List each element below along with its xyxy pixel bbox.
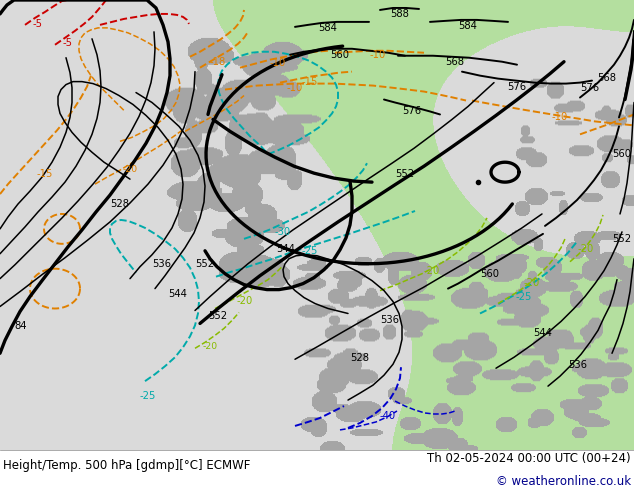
Text: 568: 568 — [446, 57, 465, 67]
Text: 84: 84 — [14, 321, 27, 331]
Text: -15: -15 — [302, 76, 318, 87]
Text: -5: -5 — [33, 19, 43, 29]
Text: 544: 544 — [169, 289, 188, 298]
Text: -10: -10 — [370, 49, 386, 60]
Text: 584: 584 — [318, 23, 337, 33]
Text: 576: 576 — [581, 83, 600, 93]
Text: 576: 576 — [403, 106, 422, 117]
Text: 560: 560 — [330, 49, 349, 60]
Text: 544: 544 — [276, 244, 295, 254]
Text: 584: 584 — [458, 21, 477, 31]
Text: -25: -25 — [516, 292, 532, 301]
Text: -10: -10 — [552, 112, 568, 122]
Text: 552: 552 — [195, 259, 214, 269]
Text: -20: -20 — [524, 278, 540, 288]
Text: 560: 560 — [612, 149, 631, 159]
Text: -18: -18 — [210, 57, 226, 67]
Text: Th 02-05-2024 00:00 UTC (00+24): Th 02-05-2024 00:00 UTC (00+24) — [427, 452, 631, 465]
Text: -30: -30 — [275, 227, 291, 237]
Text: 568: 568 — [597, 73, 616, 83]
Text: -20: -20 — [578, 244, 594, 254]
Text: -5: -5 — [63, 38, 73, 48]
Text: 536: 536 — [153, 259, 172, 269]
Text: -20: -20 — [202, 342, 217, 351]
Text: -20: -20 — [424, 266, 440, 276]
Text: 544: 544 — [534, 328, 552, 339]
Text: -25: -25 — [302, 246, 318, 256]
Text: 576: 576 — [507, 81, 527, 92]
Text: -10: -10 — [287, 83, 303, 93]
Text: -15: -15 — [37, 169, 53, 179]
Text: -20: -20 — [237, 295, 253, 306]
Text: 528: 528 — [351, 353, 370, 363]
Text: 528: 528 — [110, 199, 129, 209]
Text: © weatheronline.co.uk: © weatheronline.co.uk — [496, 475, 631, 488]
Text: -10: -10 — [270, 58, 286, 68]
Text: Height/Temp. 500 hPa [gdmp][°C] ECMWF: Height/Temp. 500 hPa [gdmp][°C] ECMWF — [3, 459, 250, 471]
Text: -25: -25 — [140, 391, 156, 401]
Text: 552: 552 — [209, 312, 228, 321]
Text: 552: 552 — [612, 234, 631, 244]
Text: 536: 536 — [569, 360, 588, 370]
Text: -20: -20 — [122, 165, 138, 173]
Text: 536: 536 — [380, 316, 399, 325]
Text: -40: -40 — [380, 411, 396, 421]
Text: 588: 588 — [391, 9, 410, 19]
Text: 552: 552 — [396, 169, 415, 179]
Text: 560: 560 — [481, 269, 500, 279]
